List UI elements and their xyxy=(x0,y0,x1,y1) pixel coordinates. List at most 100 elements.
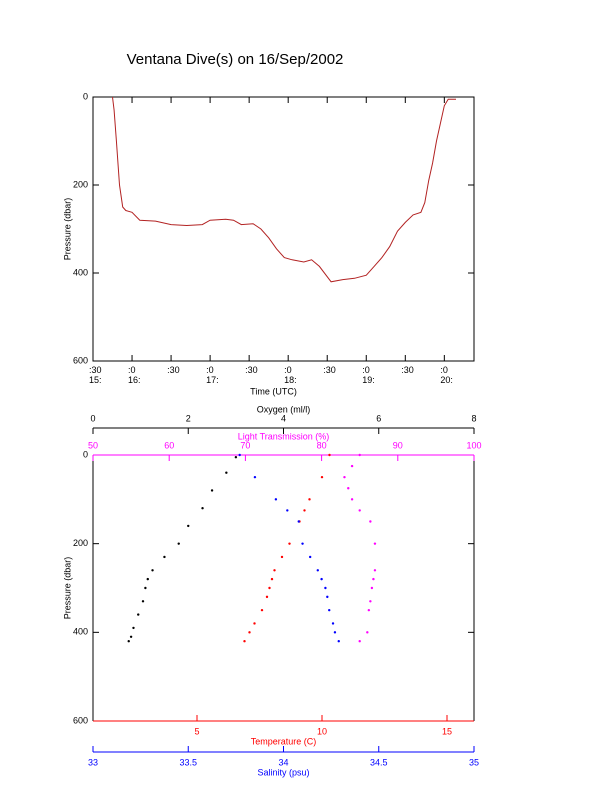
x-tick-label: 0 xyxy=(90,413,95,423)
data-point xyxy=(358,640,361,643)
x-tick-label: 100 xyxy=(466,440,481,450)
data-point xyxy=(328,453,331,457)
y-tick-label: 0 xyxy=(83,449,88,459)
data-point xyxy=(308,498,311,501)
x-tick-label: 10 xyxy=(317,726,327,736)
data-point xyxy=(320,475,324,479)
data-point xyxy=(187,524,190,528)
x-tick-label: :0 17: xyxy=(206,365,219,385)
data-point xyxy=(127,640,130,643)
y-axis-label: Pressure (dbar) xyxy=(62,198,72,261)
data-point xyxy=(326,595,329,599)
data-point xyxy=(369,600,372,603)
data-point xyxy=(137,613,140,616)
data-point xyxy=(343,475,346,479)
data-point xyxy=(234,456,238,459)
x-tick-label: 15 xyxy=(442,726,452,736)
x-tick-label: 50 xyxy=(88,440,98,450)
data-point xyxy=(225,471,228,474)
data-point xyxy=(366,631,369,634)
data-point xyxy=(141,600,145,603)
x-axis-label: Light Transmission (%) xyxy=(238,431,330,441)
x-tick-label: :30 xyxy=(401,365,414,375)
data-point xyxy=(248,631,251,634)
x-tick-label: :0 18: xyxy=(284,365,297,385)
data-point xyxy=(331,622,335,625)
data-point xyxy=(253,622,256,625)
x-tick-label: :30 xyxy=(245,365,258,375)
data-point xyxy=(238,453,241,457)
y-tick-label: 400 xyxy=(73,267,88,277)
x-tick-label: :0 20: xyxy=(440,365,453,385)
data-point xyxy=(337,640,340,643)
data-point xyxy=(333,631,337,634)
y-tick-label: 600 xyxy=(73,355,88,365)
x-tick-label: 33.5 xyxy=(179,757,197,767)
data-point xyxy=(297,520,300,523)
chart-title: Ventana Dive(s) on 16/Sep/2002 xyxy=(127,51,344,68)
data-point xyxy=(268,586,271,590)
data-point xyxy=(308,555,312,559)
y-tick-label: 200 xyxy=(73,179,88,189)
data-point xyxy=(358,453,361,457)
y-axis-label: Pressure (dbar) xyxy=(62,557,72,620)
data-point xyxy=(280,555,284,559)
x-tick-label: 5 xyxy=(194,726,199,736)
x-axis-label: Time (UTC) xyxy=(250,386,297,396)
data-point xyxy=(328,608,331,612)
data-point xyxy=(243,640,246,643)
x-tick-label: 35 xyxy=(469,757,479,767)
data-point xyxy=(210,489,214,492)
x-tick-label: :0 16: xyxy=(128,365,141,385)
data-point xyxy=(177,542,180,545)
data-point xyxy=(347,487,350,490)
data-point xyxy=(358,509,361,512)
x-tick-label: 2 xyxy=(186,413,191,423)
x-tick-label: :30 15: xyxy=(89,365,102,385)
data-point xyxy=(265,595,269,599)
x-tick-label: 4 xyxy=(281,413,286,423)
x-axis-label: Salinity (psu) xyxy=(257,767,309,777)
data-point xyxy=(370,586,374,590)
x-tick-label: :30 xyxy=(323,365,336,375)
y-tick-label: 0 xyxy=(83,91,88,101)
data-point xyxy=(324,586,327,590)
data-point xyxy=(303,509,306,512)
data-point xyxy=(301,542,304,545)
data-point xyxy=(316,569,319,572)
data-point xyxy=(373,569,377,572)
data-point xyxy=(146,577,149,581)
pressure-line xyxy=(112,96,456,283)
y-tick-label: 400 xyxy=(73,627,88,637)
y-tick-label: 200 xyxy=(73,538,88,548)
y-tick-label: 600 xyxy=(73,715,88,725)
data-point xyxy=(273,569,276,572)
x-tick-label: 6 xyxy=(376,413,381,423)
data-point xyxy=(129,635,133,638)
data-point xyxy=(144,586,147,590)
x-tick-label: :0 19: xyxy=(362,365,375,385)
data-point xyxy=(373,542,377,545)
x-tick-label: 34 xyxy=(278,757,288,767)
x-tick-label: 33 xyxy=(88,757,98,767)
x-tick-label: 70 xyxy=(240,440,250,450)
data-point xyxy=(274,498,278,501)
plot-frame xyxy=(92,96,475,362)
data-point xyxy=(350,498,354,501)
data-point xyxy=(369,520,372,523)
x-tick-label: 80 xyxy=(317,440,327,450)
x-tick-label: 34.5 xyxy=(370,757,388,767)
data-point xyxy=(320,577,323,581)
data-point xyxy=(201,507,204,510)
data-point xyxy=(132,626,135,630)
data-point xyxy=(253,475,257,479)
x-tick-label: 8 xyxy=(471,413,476,423)
data-point xyxy=(151,569,154,572)
x-axis-label: Oxygen (ml/l) xyxy=(257,404,311,414)
data-point xyxy=(286,509,289,512)
data-point xyxy=(270,577,274,581)
data-point xyxy=(367,608,371,612)
x-tick-label: 60 xyxy=(164,440,174,450)
